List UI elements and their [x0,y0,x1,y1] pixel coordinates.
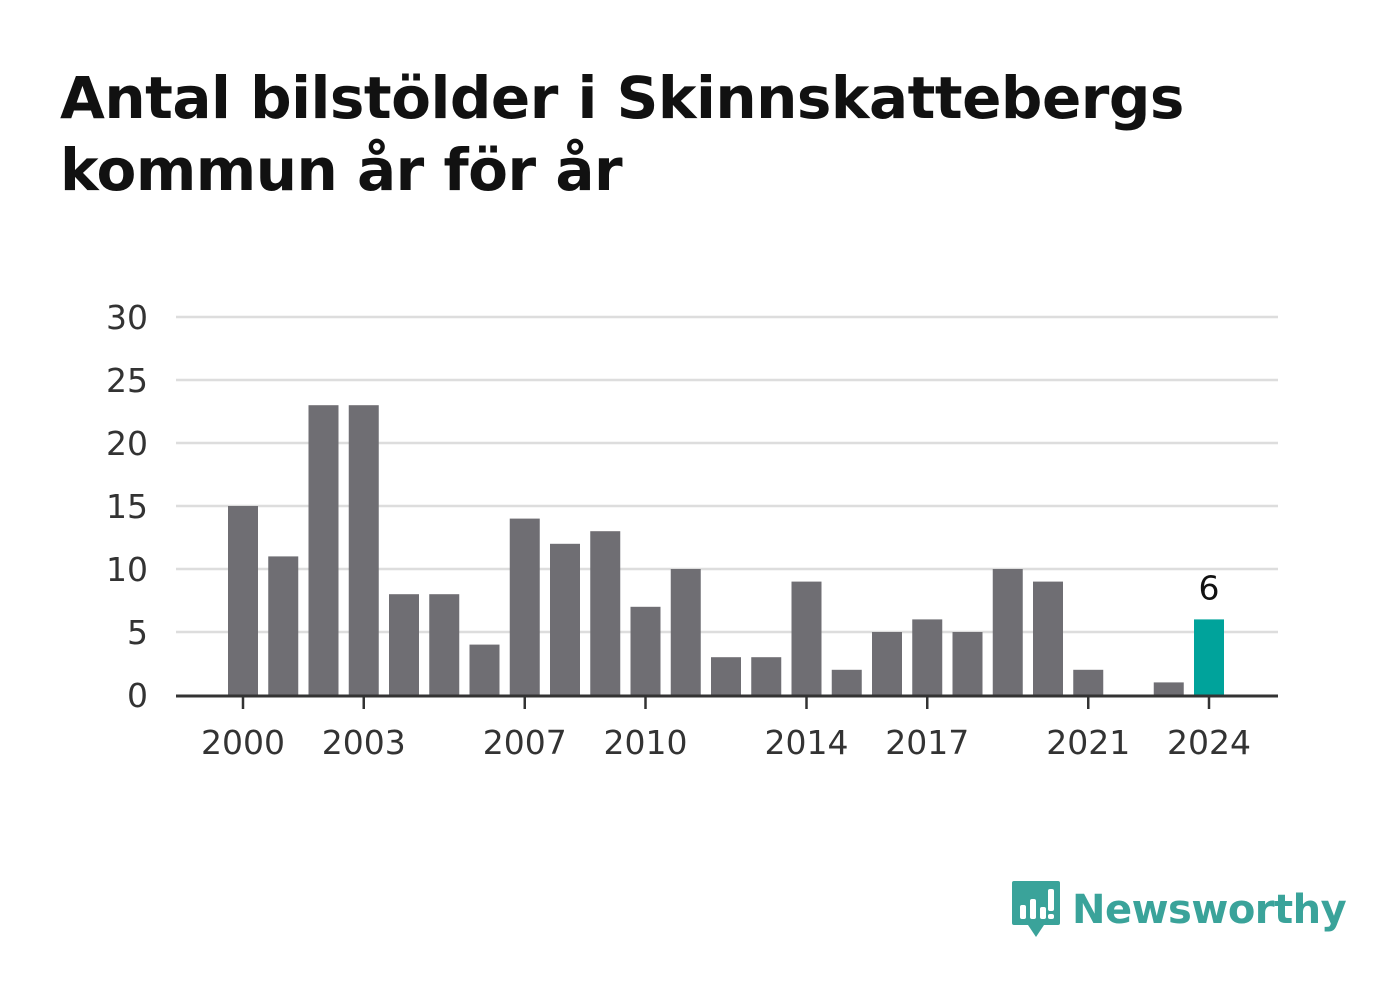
y-axis-labels: 0 5 10 15 20 25 30 [106,298,148,715]
bar-2019 [992,569,1023,695]
bar-2010 [630,606,661,695]
x-tick-label: 2017 [885,723,969,762]
newsworthy-logo-icon [1012,881,1060,937]
grid-lines [176,315,1278,634]
x-tick-label: 2010 [604,723,688,762]
bar-2007 [509,518,540,695]
bars [228,405,1224,695]
bar-2015 [831,669,862,695]
bar-2020 [1033,581,1063,695]
x-tick-label: 2024 [1167,723,1251,762]
y-tick-label: 0 [127,676,148,715]
value-labels: 6 [1199,568,1220,607]
y-tick-label: 5 [127,613,148,652]
bar-2004 [389,594,419,695]
y-tick-label: 30 [106,298,148,337]
chart-title-line-2: kommun år för år [60,136,623,204]
bar-2009 [590,531,621,695]
chart-title: Antal bilstölder i Skinnskattebergs komm… [60,62,1320,206]
bar-2002 [308,405,339,695]
bar-2018 [952,632,983,695]
x-tick-label: 2021 [1046,723,1130,762]
bar-2012 [711,657,741,695]
bar-2024 [1194,619,1224,695]
bar-2017 [912,619,943,695]
bar-2023 [1153,682,1184,695]
chart-title-line-1: Antal bilstölder i Skinnskattebergs [60,64,1184,132]
highlight-value-label: 6 [1199,568,1220,607]
brand-name: Newsworthy [1072,887,1347,933]
bar-2005 [429,594,460,695]
bar-2021 [1073,669,1104,695]
x-tick-label: 2007 [483,723,567,762]
bar-2008 [550,543,580,695]
bar-2003 [348,405,379,695]
bar-2000 [228,506,258,695]
brand-logo: Newsworthy [1010,878,1347,942]
y-tick-label: 15 [106,487,148,526]
bar-2014 [791,581,822,695]
y-tick-label: 20 [106,424,148,463]
y-tick-label: 25 [106,361,148,400]
x-axis-labels: 2000 2003 2007 2010 2014 2017 2021 2024 [201,723,1251,762]
x-tick-label: 2003 [322,723,406,762]
bar-2011 [670,569,701,695]
bar-2013 [751,657,782,695]
x-tick-label: 2000 [201,723,285,762]
bar-2001 [268,556,299,695]
y-tick-label: 10 [106,550,148,589]
bar-2006 [469,644,500,695]
bar-2016 [872,632,902,695]
x-axis [176,694,1278,709]
x-tick-label: 2014 [765,723,849,762]
